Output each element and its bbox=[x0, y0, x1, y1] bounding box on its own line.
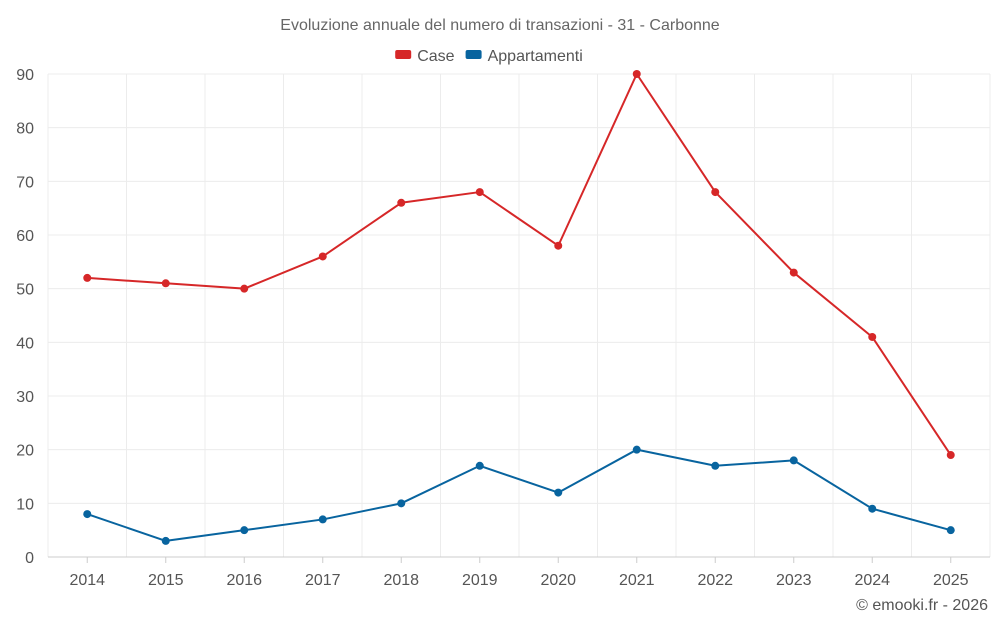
y-tick-label: 30 bbox=[16, 389, 34, 406]
data-point[interactable] bbox=[397, 499, 406, 508]
x-tick-label: 2025 bbox=[933, 572, 969, 589]
legend-swatch bbox=[465, 50, 482, 59]
data-point[interactable] bbox=[161, 279, 170, 288]
data-point[interactable] bbox=[397, 198, 406, 207]
x-tick-label: 2021 bbox=[619, 572, 655, 589]
data-point[interactable] bbox=[632, 70, 641, 78]
data-point[interactable] bbox=[161, 536, 170, 545]
data-point[interactable] bbox=[789, 456, 798, 465]
legend-label: Case bbox=[417, 48, 454, 65]
data-point[interactable] bbox=[475, 188, 484, 197]
grid bbox=[47, 73, 991, 557]
data-point[interactable] bbox=[632, 445, 641, 454]
data-point[interactable] bbox=[240, 284, 249, 293]
y-tick-label: 50 bbox=[16, 282, 34, 299]
data-point[interactable] bbox=[475, 461, 484, 470]
credit-text: © emooki.fr - 2026 bbox=[856, 597, 988, 614]
legend-item-appartamenti[interactable]: Appartamenti bbox=[465, 48, 583, 65]
series-line-case bbox=[87, 73, 952, 456]
y-tick-label: 70 bbox=[16, 174, 34, 191]
data-point[interactable] bbox=[868, 504, 877, 513]
y-tick-label: 20 bbox=[16, 443, 34, 460]
y-tick-label: 90 bbox=[16, 67, 34, 84]
x-tick-label: 2018 bbox=[383, 572, 419, 589]
legend-swatch bbox=[395, 50, 412, 59]
x-tick-label: 2022 bbox=[697, 572, 733, 589]
x-tick-label: 2019 bbox=[462, 572, 498, 589]
x-tick-label: 2024 bbox=[854, 572, 890, 589]
y-tick-label: 60 bbox=[16, 228, 34, 245]
data-point[interactable] bbox=[318, 252, 327, 261]
data-point[interactable] bbox=[240, 526, 249, 535]
data-point[interactable] bbox=[83, 510, 92, 519]
chart-title: Evoluzione annuale del numero di transaz… bbox=[280, 17, 719, 34]
x-tick-label: 2023 bbox=[776, 572, 812, 589]
series-appartamenti bbox=[83, 445, 955, 545]
y-tick-label: 0 bbox=[25, 550, 34, 567]
data-point[interactable] bbox=[711, 461, 720, 470]
legend-label: Appartamenti bbox=[488, 48, 583, 65]
data-point[interactable] bbox=[554, 241, 563, 250]
x-tick-label: 2015 bbox=[148, 572, 184, 589]
x-tick-label: 2014 bbox=[69, 572, 105, 589]
series-group bbox=[83, 70, 955, 545]
y-tick-label: 40 bbox=[16, 335, 34, 352]
legend-item-case[interactable]: Case bbox=[395, 48, 455, 65]
x-tick-label: 2016 bbox=[226, 572, 262, 589]
data-point[interactable] bbox=[946, 526, 955, 535]
data-point[interactable] bbox=[318, 515, 327, 524]
y-tick-label: 80 bbox=[16, 121, 34, 138]
series-case bbox=[83, 70, 955, 460]
legend: Case Appartamenti bbox=[395, 48, 583, 65]
data-point[interactable] bbox=[554, 488, 563, 497]
data-point[interactable] bbox=[946, 451, 955, 460]
x-tick-label: 2020 bbox=[540, 572, 576, 589]
data-point[interactable] bbox=[868, 332, 877, 341]
x-axis: 2014 2015 2016 2017 2018 2019 2020 2021 2022 2023… bbox=[48, 556, 990, 589]
y-axis: 0 10 20 30 40 50 60 70 80 90 bbox=[16, 67, 34, 567]
x-tick-label: 2017 bbox=[305, 572, 341, 589]
data-point[interactable] bbox=[83, 273, 92, 282]
y-tick-label: 10 bbox=[16, 496, 34, 513]
data-point[interactable] bbox=[711, 188, 720, 197]
series-line-appartamenti bbox=[86, 448, 952, 542]
data-point[interactable] bbox=[789, 268, 798, 277]
